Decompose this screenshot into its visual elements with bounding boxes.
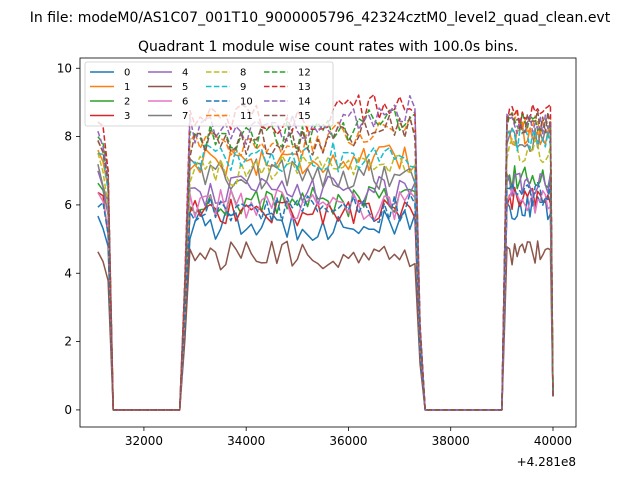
series-line-3 xyxy=(97,186,554,411)
series-line-4 xyxy=(97,170,554,411)
series-line-14 xyxy=(97,94,554,411)
legend-label: 13 xyxy=(298,82,311,93)
series-line-5 xyxy=(97,240,554,411)
legend-label: 1 xyxy=(124,82,130,93)
y-tick-label: 10 xyxy=(57,61,72,75)
legend-label: 3 xyxy=(124,111,130,122)
x-axis: 32000 34000 36000 38000 40000 xyxy=(125,427,572,448)
x-tick-label: 34000 xyxy=(227,434,265,448)
x-tick-label: 38000 xyxy=(432,434,470,448)
series-line-0 xyxy=(97,195,554,411)
y-tick-label: 0 xyxy=(64,403,72,417)
legend-label: 14 xyxy=(298,97,311,108)
x-tick-label: 36000 xyxy=(329,434,367,448)
legend-label: 12 xyxy=(298,68,311,79)
legend-box xyxy=(84,61,334,127)
legend-label: 5 xyxy=(182,82,188,93)
series-line-9 xyxy=(97,127,554,411)
y-tick-label: 2 xyxy=(64,335,72,349)
legend-label: 11 xyxy=(240,111,253,122)
axes-frame xyxy=(79,57,577,428)
series-line-6 xyxy=(97,188,554,411)
legend-label: 4 xyxy=(182,68,188,79)
legend-label: 15 xyxy=(298,111,311,122)
figure-suptitle: In file: modeM0/AS1C07_001T10_9000005796… xyxy=(30,10,611,26)
y-tick-label: 8 xyxy=(64,130,72,144)
series-line-2 xyxy=(97,165,554,411)
series-line-8 xyxy=(97,138,554,411)
y-tick-label: 4 xyxy=(64,266,72,280)
x-axis-offset-label: +4.281e8 xyxy=(517,455,576,469)
series-line-15 xyxy=(97,109,554,411)
x-tick-label: 40000 xyxy=(534,434,572,448)
chart-title: Quadrant 1 module wise count rates with … xyxy=(138,39,518,55)
y-axis: 0 2 4 6 8 10 xyxy=(57,61,80,417)
legend-label: 7 xyxy=(182,111,188,122)
legend-label: 0 xyxy=(124,68,130,79)
y-tick-label: 6 xyxy=(64,198,72,212)
legend-label: 9 xyxy=(240,82,246,93)
x-tick-label: 32000 xyxy=(125,434,163,448)
series-line-12 xyxy=(97,109,554,411)
legend-label: 6 xyxy=(182,97,188,108)
legend-label: 2 xyxy=(124,97,130,108)
legend-label: 8 xyxy=(240,68,246,79)
legend-label: 10 xyxy=(240,97,253,108)
series-line-11 xyxy=(97,111,554,411)
plot-lines xyxy=(97,93,554,411)
